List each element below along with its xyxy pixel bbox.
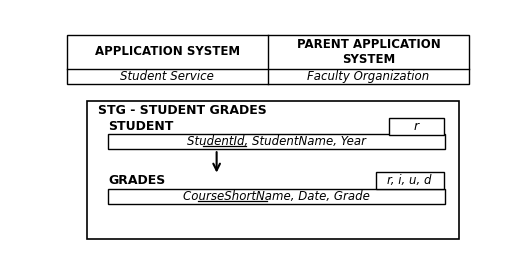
Bar	[376, 172, 444, 189]
Text: Faculty Organization: Faculty Organization	[308, 70, 430, 83]
Text: r: r	[414, 120, 419, 133]
Bar	[108, 189, 445, 204]
Text: Student Service: Student Service	[121, 70, 214, 83]
Text: r, i, u, d: r, i, u, d	[387, 174, 432, 187]
Text: STG - STUDENT GRADES: STG - STUDENT GRADES	[98, 104, 267, 117]
Text: GRADES: GRADES	[108, 174, 166, 187]
Text: CourseShortName, Date, Grade: CourseShortName, Date, Grade	[183, 190, 370, 203]
Bar	[108, 134, 445, 149]
Bar	[67, 35, 470, 84]
Text: STUDENT: STUDENT	[108, 120, 173, 133]
Text: PARENT APPLICATION
SYSTEM: PARENT APPLICATION SYSTEM	[297, 38, 440, 66]
Bar	[389, 118, 444, 135]
Text: APPLICATION SYSTEM: APPLICATION SYSTEM	[95, 45, 240, 58]
Bar	[87, 101, 459, 239]
Text: StudentId, StudentName, Year: StudentId, StudentName, Year	[187, 135, 366, 148]
